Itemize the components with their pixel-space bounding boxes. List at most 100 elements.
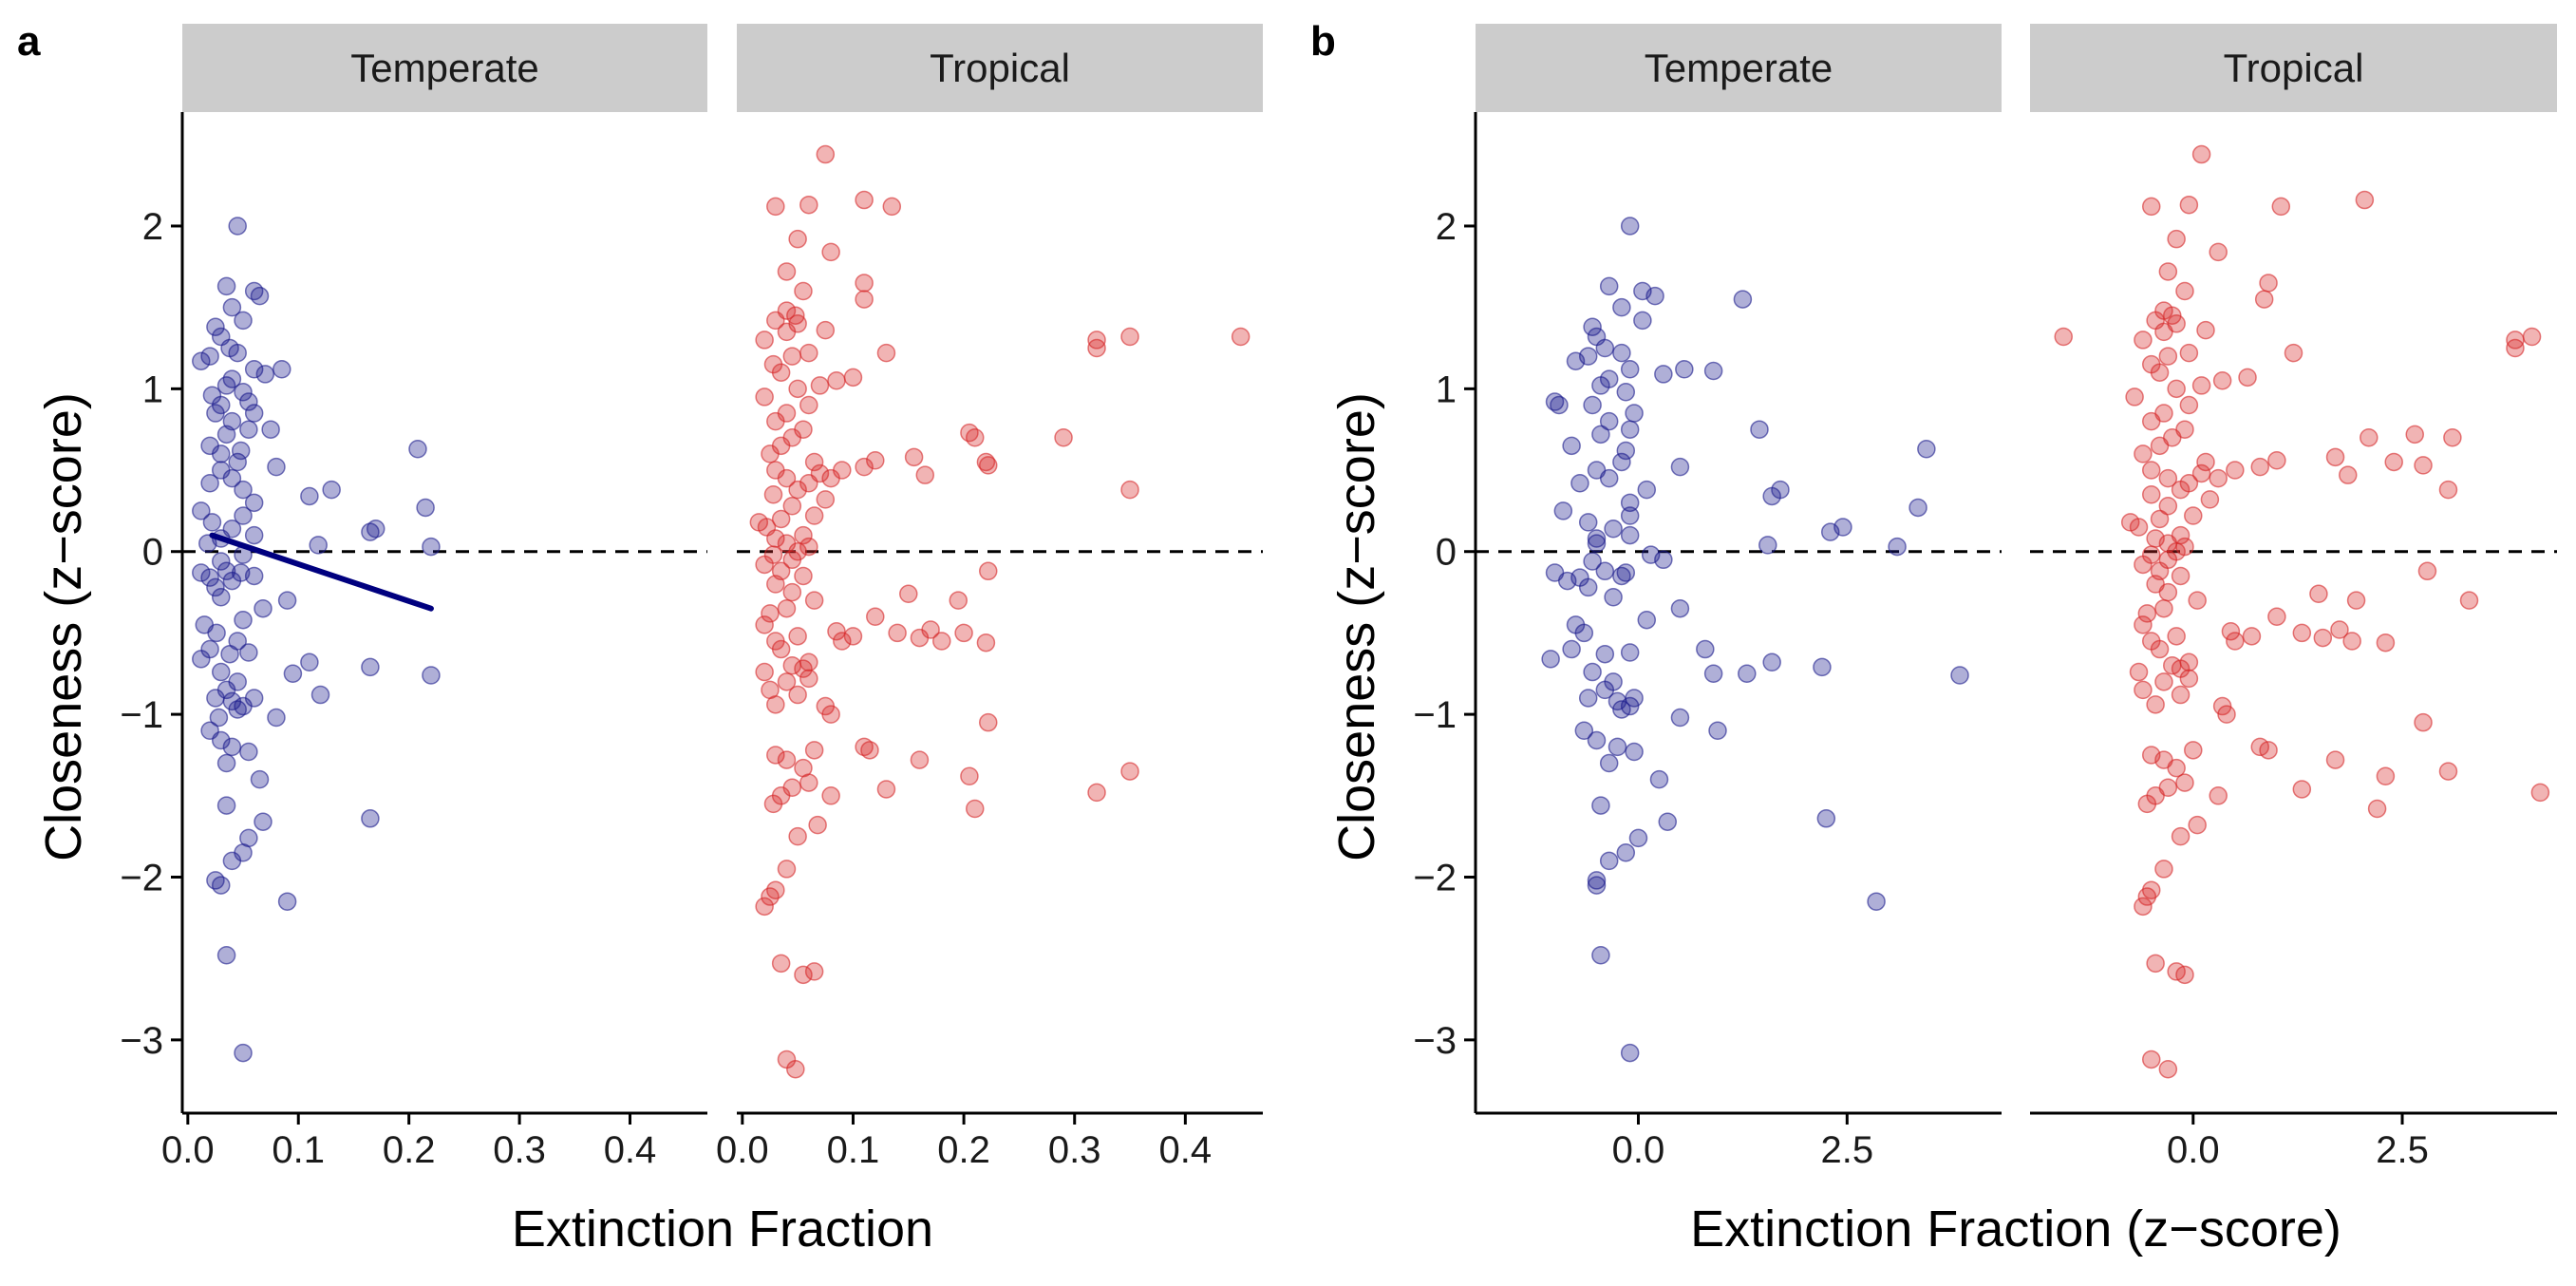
data-point <box>261 420 280 439</box>
data-point <box>1583 395 1602 415</box>
x-tick-label: 0.4 <box>1159 1129 1213 1171</box>
data-point <box>2154 672 2173 691</box>
data-point <box>777 301 797 320</box>
x-tick-label: 0.4 <box>604 1129 657 1171</box>
data-point <box>2188 815 2207 835</box>
data-point <box>211 461 231 480</box>
data-point <box>1599 851 1619 871</box>
data-point <box>2158 496 2178 516</box>
data-point <box>766 632 785 651</box>
x-axis-title-b: Extinction Fraction (z−score) <box>1690 1201 2341 1258</box>
data-point <box>833 461 852 480</box>
data-point <box>799 195 818 215</box>
data-point <box>755 662 774 682</box>
data-point <box>2325 750 2345 769</box>
data-point <box>1574 721 1594 741</box>
data-point <box>915 465 935 484</box>
data-point <box>267 708 286 728</box>
data-point <box>954 623 973 643</box>
data-point <box>309 536 328 555</box>
data-point <box>782 347 802 366</box>
facet-strip-tropical <box>2030 24 2557 112</box>
data-point <box>2054 327 2073 347</box>
data-point <box>808 815 827 835</box>
data-point <box>866 607 885 627</box>
data-point <box>979 456 998 475</box>
y-tick-label: −3 <box>120 1020 163 1062</box>
data-point <box>755 388 774 407</box>
data-point <box>2146 954 2165 974</box>
data-point <box>267 457 286 477</box>
data-point <box>254 598 273 618</box>
data-point <box>2184 741 2203 760</box>
data-point <box>1120 327 1139 347</box>
data-point <box>860 741 879 760</box>
data-point <box>2158 347 2178 366</box>
data-point <box>2376 633 2396 652</box>
data-point <box>771 561 791 581</box>
data-point <box>1587 871 1607 890</box>
y-tick-label: −2 <box>120 857 163 898</box>
data-point <box>2259 741 2278 760</box>
data-point <box>794 965 813 985</box>
data-point <box>1591 376 1610 395</box>
data-point <box>979 561 998 581</box>
y-tick-label: 1 <box>142 369 163 410</box>
data-point <box>2191 463 2211 483</box>
data-point <box>949 591 968 610</box>
x-tick-label: 0.1 <box>827 1129 880 1171</box>
data-point <box>2346 591 2366 610</box>
data-point <box>763 484 783 504</box>
data-point <box>211 552 231 571</box>
data-point <box>239 742 258 762</box>
data-point <box>2137 604 2157 623</box>
y-tick-label: 2 <box>1436 206 1457 248</box>
data-point <box>234 1043 253 1063</box>
y-tick-label: 2 <box>142 206 163 248</box>
data-point <box>2259 274 2278 293</box>
data-point <box>843 627 863 646</box>
data-point <box>216 276 236 296</box>
data-point <box>777 598 797 618</box>
facet-title-tropical: Tropical <box>930 46 1070 90</box>
data-point <box>1562 639 1581 659</box>
data-point <box>239 828 258 848</box>
data-point <box>821 786 840 805</box>
data-point <box>361 657 380 677</box>
data-point <box>2167 379 2186 399</box>
data-point <box>2171 525 2191 545</box>
data-point <box>2405 425 2424 444</box>
data-point <box>300 652 319 672</box>
data-point <box>1604 672 1623 691</box>
data-point <box>816 490 836 509</box>
data-point <box>2158 262 2178 281</box>
y-axis-a: −3 −2 −1 0 1 2 <box>120 112 184 1113</box>
data-point <box>206 577 225 597</box>
panel-a: a Temperate 0.0 0.1 0.2 0.3 0.4 Tropical 0.0… <box>17 18 1263 1258</box>
data-point <box>976 452 996 472</box>
data-point <box>2459 591 2479 610</box>
data-point <box>1649 769 1669 789</box>
data-point <box>2226 632 2245 651</box>
data-point <box>1604 587 1623 607</box>
data-point <box>277 591 297 610</box>
data-point <box>788 229 807 249</box>
data-point <box>2250 457 2270 477</box>
data-point <box>771 509 791 529</box>
data-point <box>821 705 840 724</box>
plot-area-a-temperate: 0.0 0.1 0.2 0.3 0.4 <box>161 217 707 1171</box>
data-point <box>1599 753 1619 773</box>
data-point <box>804 506 824 525</box>
data-point <box>1628 828 1648 848</box>
data-point <box>277 892 297 911</box>
data-point <box>755 331 774 350</box>
data-point <box>422 666 441 685</box>
y-axis-title-b: Closeness (z−score) <box>1328 392 1385 861</box>
data-point <box>1612 452 1631 472</box>
data-point <box>761 604 780 623</box>
facet-title-temperate: Temperate <box>1645 46 1833 90</box>
data-point <box>976 633 996 652</box>
data-point <box>1587 529 1607 548</box>
data-point <box>2443 428 2462 447</box>
